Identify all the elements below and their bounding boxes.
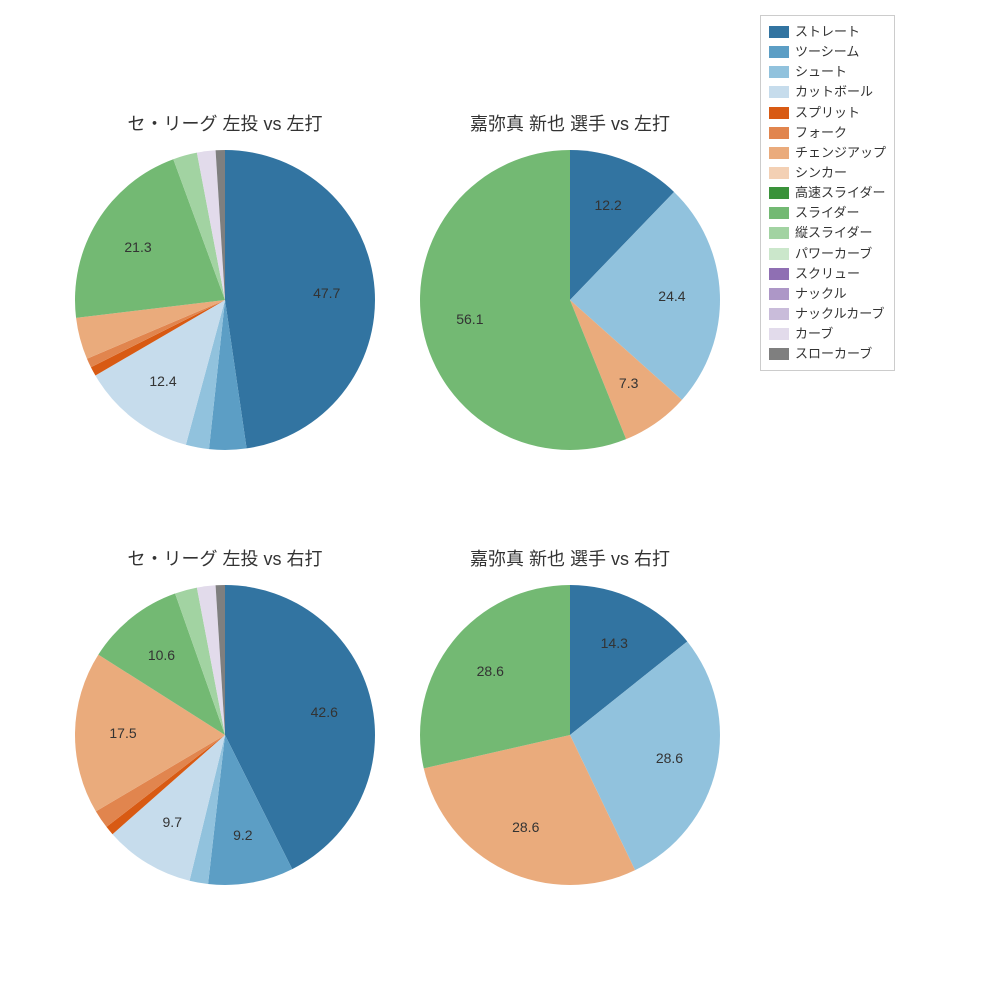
legend-item: カットボール (769, 82, 886, 102)
legend-item: シンカー (769, 163, 886, 183)
legend-label: スローカーブ (795, 344, 872, 364)
legend-item: スローカーブ (769, 344, 886, 364)
legend-swatch (769, 288, 789, 300)
legend-item: ナックルカーブ (769, 304, 886, 324)
pie-slice-label: 7.3 (619, 375, 638, 391)
pie-slice-label: 24.4 (658, 288, 685, 304)
legend-swatch (769, 227, 789, 239)
pie-slice-label: 21.3 (124, 239, 151, 255)
legend-label: スプリット (795, 103, 860, 123)
legend-label: フォーク (795, 123, 847, 143)
legend-label: シンカー (795, 163, 847, 183)
legend-label: ツーシーム (795, 42, 859, 62)
pie-chart (420, 585, 720, 885)
pie-slice (225, 150, 375, 448)
legend-label: 高速スライダー (795, 183, 885, 203)
legend-swatch (769, 248, 789, 260)
legend-swatch (769, 308, 789, 320)
legend-swatch (769, 107, 789, 119)
pie-slice-label: 28.6 (656, 750, 683, 766)
legend-label: ナックルカーブ (795, 304, 884, 324)
legend-label: 縦スライダー (795, 223, 872, 243)
pie-slice-label: 9.2 (233, 827, 252, 843)
chart-title: セ・リーグ 左投 vs 右打 (127, 545, 322, 571)
legend-label: パワーカーブ (795, 244, 872, 264)
legend-item: ツーシーム (769, 42, 886, 62)
legend-swatch (769, 167, 789, 179)
legend-swatch (769, 207, 789, 219)
pie-slice-label: 17.5 (109, 725, 136, 741)
pie-slice-label: 28.6 (477, 663, 504, 679)
pie-slice-label: 12.2 (595, 197, 622, 213)
legend-item: パワーカーブ (769, 244, 886, 264)
legend-item: 高速スライダー (769, 183, 886, 203)
legend-label: スライダー (795, 203, 859, 223)
legend-item: チェンジアップ (769, 143, 886, 163)
legend-swatch (769, 66, 789, 78)
pie-slice-label: 10.6 (148, 647, 175, 663)
legend-swatch (769, 26, 789, 38)
legend-item: フォーク (769, 123, 886, 143)
pie-slice-label: 47.7 (313, 285, 340, 301)
legend-swatch (769, 147, 789, 159)
legend-label: カーブ (795, 324, 833, 344)
legend-swatch (769, 348, 789, 360)
legend-label: シュート (795, 62, 847, 82)
legend-label: ナックル (795, 284, 847, 304)
legend-swatch (769, 86, 789, 98)
legend-item: シュート (769, 62, 886, 82)
pie-slice-label: 9.7 (163, 814, 182, 830)
legend-label: カットボール (795, 82, 873, 102)
chart-title: 嘉弥真 新也 選手 vs 右打 (470, 545, 670, 571)
pie-slice-label: 28.6 (512, 819, 539, 835)
legend: ストレートツーシームシュートカットボールスプリットフォークチェンジアップシンカー… (760, 15, 895, 371)
chart-title: セ・リーグ 左投 vs 左打 (127, 110, 322, 136)
legend-swatch (769, 268, 789, 280)
pie-slice-label: 56.1 (456, 311, 483, 327)
legend-swatch (769, 328, 789, 340)
legend-label: チェンジアップ (795, 143, 886, 163)
legend-item: 縦スライダー (769, 223, 886, 243)
legend-item: カーブ (769, 324, 886, 344)
legend-item: ストレート (769, 22, 886, 42)
legend-item: スライダー (769, 203, 886, 223)
legend-item: ナックル (769, 284, 886, 304)
legend-swatch (769, 187, 789, 199)
figure: セ・リーグ 左投 vs 左打 47.7 12.4 21.3 嘉弥真 新也 選手 vs 左… (0, 0, 1000, 1000)
legend-item: スプリット (769, 103, 886, 123)
pie-slice-label: 12.4 (149, 373, 176, 389)
legend-swatch (769, 127, 789, 139)
legend-swatch (769, 46, 789, 58)
legend-label: スクリュー (795, 264, 860, 284)
pie-slice-label: 42.6 (311, 704, 338, 720)
chart-title: 嘉弥真 新也 選手 vs 左打 (470, 110, 670, 136)
pie-slice-label: 14.3 (601, 635, 628, 651)
legend-item: スクリュー (769, 264, 886, 284)
legend-label: ストレート (795, 22, 860, 42)
